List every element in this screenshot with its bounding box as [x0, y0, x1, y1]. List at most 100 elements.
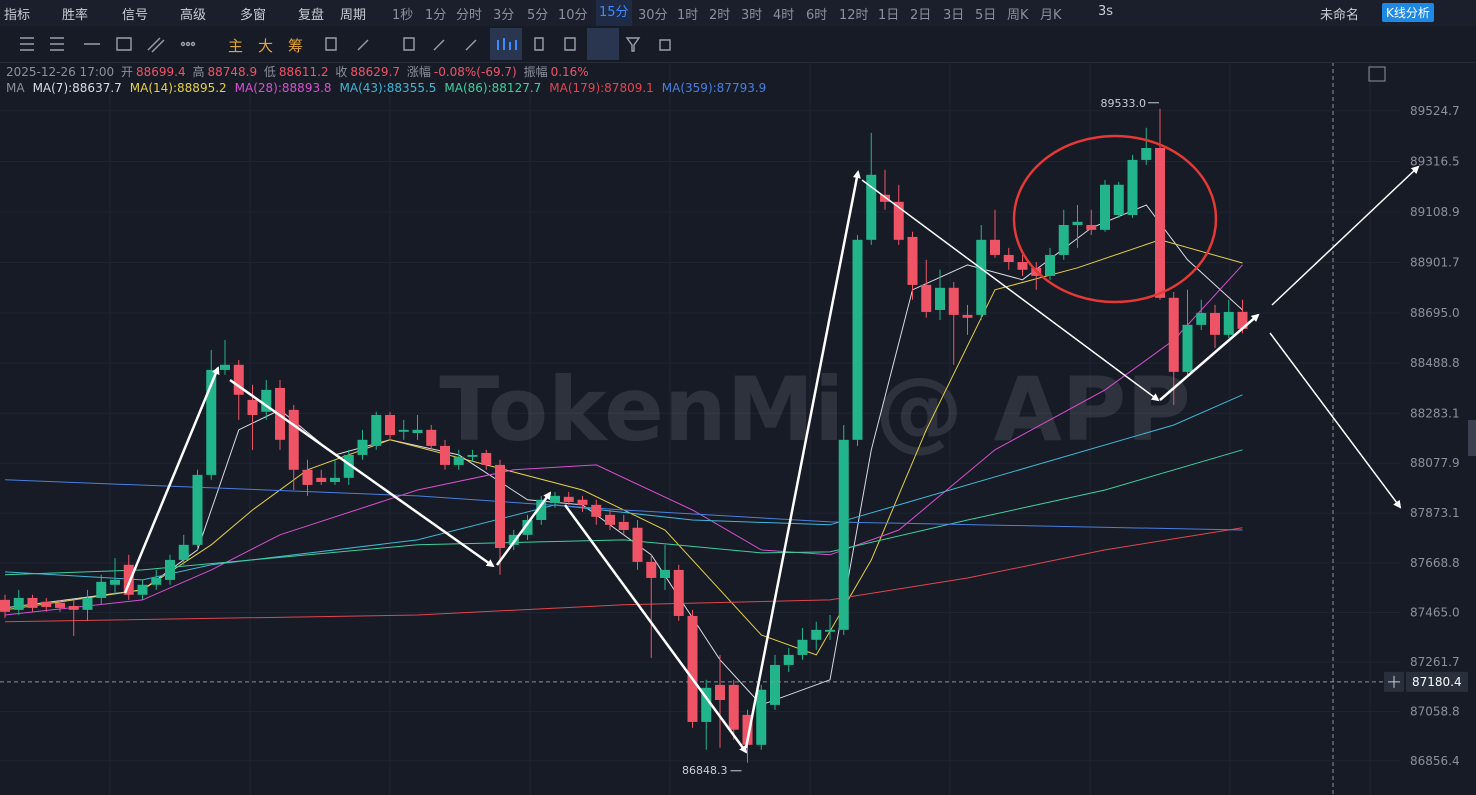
period-tab[interactable]: 4时: [773, 8, 795, 23]
label: 高: [192, 65, 205, 79]
ma-line: [4, 527, 1243, 623]
y-tick-label: 88901.7: [1410, 256, 1460, 270]
period-tab[interactable]: 胜率: [62, 8, 89, 23]
candle-body: [591, 504, 602, 517]
open-value: 88699.4: [135, 65, 186, 79]
y-tick-label: 86856.4: [1410, 754, 1460, 768]
legend-entry: MA(43):88355.5: [339, 81, 437, 95]
indicator-toggle[interactable]: 主: [228, 37, 244, 55]
candle-body: [68, 605, 79, 610]
period-tab[interactable]: 周期: [340, 8, 367, 23]
candle-body: [178, 544, 189, 560]
candle-body: [495, 464, 505, 548]
candle-body: [123, 564, 134, 595]
y-tick-label: 87261.7: [1410, 655, 1460, 669]
period-tab[interactable]: 5分: [527, 8, 549, 23]
candle-body: [41, 601, 52, 607]
period-tab[interactable]: 1分: [425, 8, 447, 23]
candle-body: [233, 364, 244, 395]
period-tab[interactable]: 2日: [910, 8, 932, 23]
candle-body: [426, 429, 437, 446]
candle-body: [288, 409, 299, 470]
candle-body: [96, 581, 107, 598]
period-tab[interactable]: 指标: [4, 8, 31, 23]
candle-body: [165, 559, 175, 580]
period-tab[interactable]: 12时: [839, 8, 869, 23]
candle-body: [563, 496, 574, 502]
period-tab[interactable]: 30分: [638, 8, 668, 23]
y-tick-label: 89108.9: [1410, 205, 1460, 219]
period-tab[interactable]: 分时: [456, 8, 483, 23]
ma-line: [4, 479, 1243, 531]
period-tab[interactable]: 3分: [493, 8, 515, 23]
active-tool[interactable]: [490, 28, 522, 60]
period-tab[interactable]: 周K: [1007, 8, 1029, 23]
candle-body: [330, 477, 340, 482]
candle-body: [728, 684, 739, 730]
candle-body: [137, 584, 148, 595]
period-tab[interactable]: 10分: [558, 8, 588, 23]
candle-body: [715, 684, 725, 700]
period-tab[interactable]: 2时: [709, 8, 731, 23]
period-tab[interactable]: 15分: [596, 0, 632, 26]
candle-body: [1003, 254, 1014, 262]
candle-body: [948, 287, 959, 315]
annotations: [123, 165, 1420, 754]
candle-body: [357, 439, 368, 455]
candle-body: [316, 477, 327, 482]
period-tab[interactable]: 1时: [677, 8, 699, 23]
layout-name[interactable]: 未命名: [1320, 8, 1360, 23]
period-tab[interactable]: 3日: [943, 8, 965, 23]
candle-body: [0, 599, 10, 612]
period-tab[interactable]: 1秒: [392, 8, 414, 23]
candle-body: [27, 597, 38, 608]
period-tab[interactable]: 1日: [878, 8, 900, 23]
trend-arrow: [1271, 165, 1420, 306]
period-tab[interactable]: 6时: [806, 8, 828, 23]
candle-body: [962, 314, 973, 318]
change-value: -0.08%(-69.7): [433, 65, 517, 79]
label: 涨幅: [406, 65, 431, 79]
candle-body: [646, 561, 657, 578]
candle-body: [866, 174, 877, 240]
period-tab[interactable]: 高级: [180, 8, 207, 23]
candle-body: [907, 236, 918, 285]
candle-body: [618, 521, 629, 530]
ma-legend: MA MA(7):88637.7 MA(14):88895.2 MA(28):8889…: [6, 81, 774, 95]
candle-body: [343, 454, 354, 478]
trend-arrow: [744, 170, 861, 749]
legend-entry: MA(179):87809.1: [549, 81, 654, 95]
candle-body: [1100, 184, 1110, 230]
datetime: 2025-12-26 17:00: [6, 65, 115, 79]
period-tab[interactable]: 3时: [741, 8, 763, 23]
high-value: 88748.9: [207, 65, 258, 79]
ma-line: [4, 239, 1243, 656]
period-tab[interactable]: 信号: [122, 8, 149, 23]
refresh-rate[interactable]: 3s: [1098, 4, 1114, 19]
legend-entry: MA(7):88637.7: [32, 81, 122, 95]
period-tab[interactable]: 5日: [975, 8, 997, 23]
candle-body: [687, 615, 698, 722]
candle-body: [756, 689, 767, 745]
indicator-toggle[interactable]: 筹: [288, 37, 304, 55]
active-tool[interactable]: [587, 28, 619, 60]
drawing-toolbar: 主大筹: [0, 26, 1476, 63]
indicator-toggle[interactable]: 大: [258, 37, 274, 55]
y-tick-label: 87058.8: [1410, 704, 1460, 718]
candle-body: [522, 519, 533, 535]
candle-body: [880, 194, 890, 202]
candle-body: [838, 439, 849, 630]
candle-body: [1168, 297, 1179, 372]
candle-body: [110, 579, 120, 585]
trend-arrow: [861, 179, 1160, 402]
ma-line: [4, 449, 1243, 576]
period-tab[interactable]: 复盘: [298, 8, 325, 23]
highlight-circle: [1012, 134, 1218, 304]
period-tab[interactable]: 月K: [1040, 8, 1062, 23]
analysis-button[interactable]: K线分析: [1382, 3, 1434, 22]
y-tick-label: 87668.8: [1410, 556, 1460, 570]
period-tab[interactable]: 多窗: [240, 8, 267, 23]
